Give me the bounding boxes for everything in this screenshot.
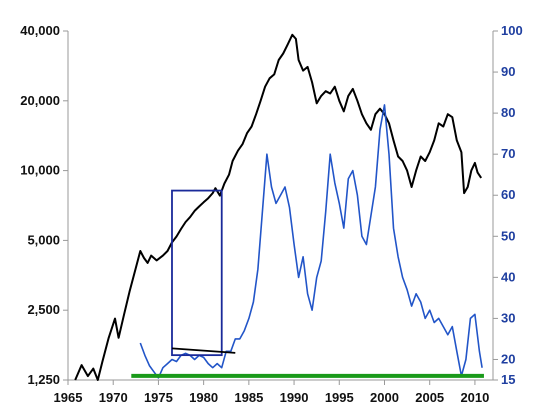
left-axis-series-line <box>74 33 483 381</box>
right-tick-label: 50 <box>501 228 515 243</box>
right-tick-label: 90 <box>501 64 515 79</box>
axes <box>67 31 494 381</box>
right-tick-label: 40 <box>501 269 515 284</box>
right-axis-ticks: 15 20 30 40 50 60 70 80 90 100 <box>493 23 523 387</box>
right-tick-label: 15 <box>501 372 515 387</box>
highlight-box <box>171 189 223 357</box>
left-tick-label: 1,250 <box>27 372 60 387</box>
x-tick-label: 1980 <box>189 390 218 405</box>
right-axis-series-line <box>139 104 483 379</box>
left-tick-label: 10,000 <box>20 163 60 178</box>
right-tick-label: 80 <box>501 105 515 120</box>
left-tick-label: 20,000 <box>20 93 60 108</box>
right-tick-label: 100 <box>501 23 523 38</box>
left-axis-ticks: 1,250 2,500 5,000 10,000 20,000 40,000 <box>20 23 68 387</box>
right-tick-label: 20 <box>501 351 515 366</box>
x-tick-label: 1975 <box>144 390 173 405</box>
x-tick-label: 2005 <box>415 390 444 405</box>
x-tick-label: 1990 <box>280 390 309 405</box>
left-tick-label: 40,000 <box>20 23 60 38</box>
x-tick-label: 2010 <box>460 390 489 405</box>
x-tick-label: 1970 <box>99 390 128 405</box>
right-tick-label: 30 <box>501 310 515 325</box>
left-tick-label: 5,000 <box>27 232 60 247</box>
x-tick-label: 2000 <box>370 390 399 405</box>
x-tick-label: 1985 <box>234 390 263 405</box>
x-axis-ticks: 1965 1970 1975 1980 1985 1990 1995 2000 2005 2010 <box>54 380 489 405</box>
series-layer <box>74 33 483 381</box>
x-tick-label: 1965 <box>54 390 83 405</box>
annotation-layer <box>131 189 484 378</box>
right-tick-label: 60 <box>501 187 515 202</box>
right-tick-label: 70 <box>501 146 515 161</box>
x-tick-label: 1995 <box>325 390 354 405</box>
left-tick-label: 2,500 <box>27 302 60 317</box>
trend-line <box>171 347 236 354</box>
